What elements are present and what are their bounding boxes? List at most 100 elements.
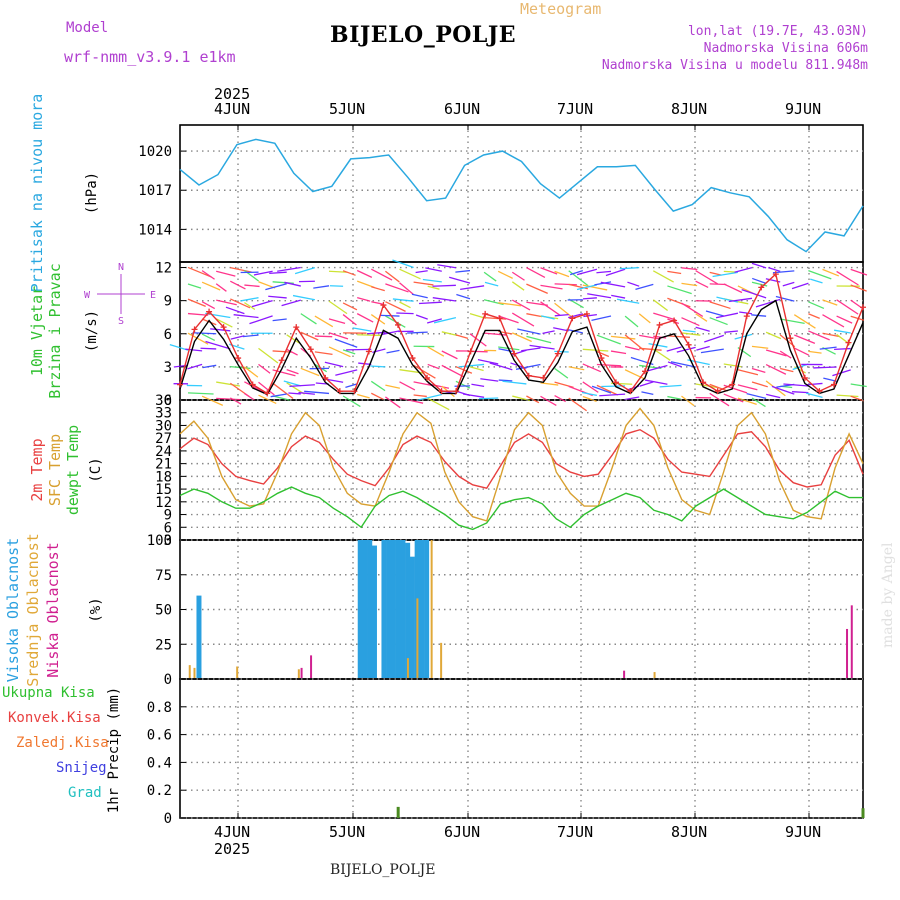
wind-gust-marker	[787, 335, 794, 342]
wind-arrow	[411, 293, 428, 299]
wind-gust-marker	[278, 357, 285, 364]
y-tick-label: 36	[155, 393, 172, 409]
wind-arrow	[794, 334, 816, 344]
wind-arrow	[610, 350, 627, 355]
wind-arrow	[385, 301, 406, 312]
wind-arrow	[415, 270, 428, 274]
wind-gust-marker	[700, 379, 707, 386]
wind-arrow	[751, 397, 766, 408]
cloud-bar	[409, 556, 415, 678]
wind-arrow	[667, 285, 692, 295]
wind-arrow	[591, 315, 612, 322]
y-tick-label: 1014	[138, 222, 172, 238]
year-label-bottom: 2025	[214, 840, 250, 858]
cloud-bar	[850, 605, 853, 678]
wind-arrow	[272, 318, 287, 322]
wind-arrow	[808, 350, 822, 354]
year-label-top: 2025	[214, 85, 250, 103]
wind-arrow	[269, 271, 287, 275]
wind-arrow	[746, 393, 767, 400]
wind-arrow	[751, 314, 767, 317]
wind-arrow	[392, 298, 414, 302]
wind-arrow	[596, 334, 621, 345]
wind-arrow	[342, 349, 356, 355]
wind-arrow	[342, 395, 361, 408]
wind-arrow	[783, 383, 809, 387]
wind-arrow	[624, 369, 646, 380]
wind-arrow	[455, 269, 471, 273]
wind-arrow	[600, 281, 626, 288]
wind-arrow	[596, 363, 622, 367]
wind-arrow	[328, 270, 348, 273]
wind-arrow	[792, 391, 809, 394]
wind-arrow	[458, 363, 485, 368]
temp-line-2m-temp	[179, 428, 864, 489]
wind-arrow	[765, 331, 782, 340]
wind-arrow	[244, 284, 260, 288]
wind-arrow	[737, 397, 757, 405]
wind-arrow	[646, 364, 668, 372]
wind-arrow	[723, 393, 744, 403]
wind-arrow	[709, 383, 728, 392]
wind-arrow	[399, 268, 421, 280]
wind-arrow	[652, 270, 674, 283]
y-tick-label: 12	[155, 261, 172, 277]
wind-gust-marker	[671, 317, 678, 324]
ylabel-cloud-unit: (%)	[88, 597, 104, 622]
wind-arrow	[780, 318, 805, 325]
wind-gust-marker	[206, 308, 213, 315]
ylabel-wind-unit: (m/s)	[84, 310, 100, 352]
wind-arrow	[284, 281, 301, 287]
wind-arrow	[437, 264, 457, 269]
y-tick-label: 0	[164, 811, 172, 827]
wind-arrow	[667, 395, 681, 400]
wind-gust-marker	[714, 388, 721, 395]
wind-arrow	[652, 348, 671, 361]
wind-arrow	[242, 334, 259, 338]
wind-arrow	[356, 313, 374, 323]
wind-arrow	[413, 394, 427, 398]
wind-arrow	[529, 344, 555, 350]
wind-arrow	[772, 270, 795, 274]
wind-arrow	[639, 381, 654, 387]
wind-arrow	[328, 332, 349, 340]
wind-arrow	[413, 364, 436, 379]
wind-arrow	[187, 298, 206, 307]
cloud-bar	[367, 540, 373, 678]
precip-legend-item: Snijeg	[56, 760, 107, 776]
wind-gust-marker	[554, 350, 561, 357]
wind-arrow	[216, 381, 241, 387]
wind-arrow	[641, 391, 654, 395]
wind-arrow	[426, 318, 442, 324]
wind-arrow	[540, 395, 557, 406]
wind-arrow	[554, 313, 569, 317]
wind-arrow	[187, 332, 209, 345]
wind-arrow	[433, 316, 457, 324]
wind-arrow	[230, 267, 252, 273]
wind-gust-marker	[336, 388, 343, 395]
wind-arrow	[185, 348, 203, 352]
wind-gust-marker	[220, 324, 227, 331]
wind-arrow	[808, 313, 820, 320]
wind-arrow	[385, 270, 400, 283]
wind-arrow	[498, 302, 522, 307]
wind-arrow	[432, 284, 456, 287]
wind-gust-marker	[453, 388, 460, 395]
wind-arrow	[187, 266, 212, 278]
wind-arrow	[682, 329, 696, 333]
wind-arrow	[477, 359, 499, 365]
cloud-bar	[405, 542, 411, 678]
wind-gust-marker	[743, 313, 750, 320]
wind-gust-marker	[569, 315, 576, 322]
wind-arrow	[230, 335, 245, 340]
wind-arrow	[471, 383, 485, 387]
wind-arrow	[511, 299, 531, 311]
wind-arrow	[441, 350, 458, 360]
wind-gust-marker	[627, 388, 634, 395]
wind-arrow	[554, 283, 577, 286]
wind-arrow	[286, 348, 298, 356]
wind-arrow	[483, 299, 504, 306]
wind-arrow	[416, 393, 442, 401]
y-tick-label: 75	[155, 568, 172, 584]
wind-arrow	[635, 283, 654, 290]
